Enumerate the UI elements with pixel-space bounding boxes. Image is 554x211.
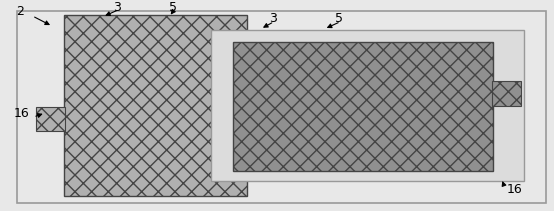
Text: 2: 2 — [17, 5, 24, 18]
Bar — [492, 81, 521, 106]
Bar — [211, 30, 524, 181]
Text: 16: 16 — [507, 183, 522, 196]
Bar — [64, 15, 247, 196]
Text: 3: 3 — [269, 12, 276, 26]
Bar — [233, 42, 493, 171]
Text: 5: 5 — [335, 12, 343, 26]
Bar — [36, 107, 65, 131]
Text: 3: 3 — [114, 1, 121, 14]
Text: 16: 16 — [14, 107, 29, 120]
Text: 5: 5 — [169, 1, 177, 14]
